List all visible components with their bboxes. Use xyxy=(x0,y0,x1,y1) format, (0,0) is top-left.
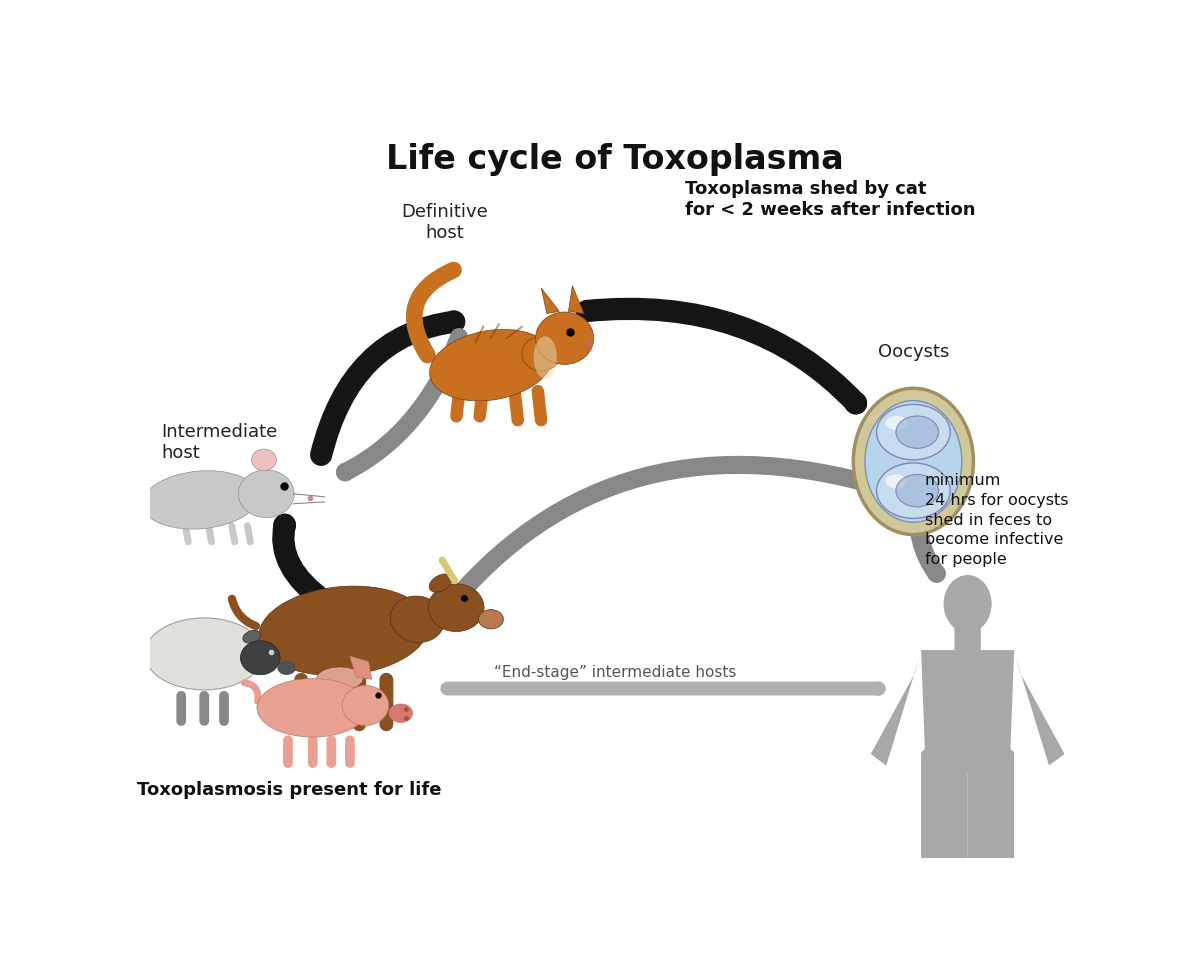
Polygon shape xyxy=(569,286,584,313)
FancyArrowPatch shape xyxy=(185,525,188,542)
Ellipse shape xyxy=(896,474,938,507)
Ellipse shape xyxy=(428,584,484,631)
Ellipse shape xyxy=(522,336,560,371)
Ellipse shape xyxy=(277,660,296,675)
Polygon shape xyxy=(350,656,372,680)
Text: Toxoplasmosis present for life: Toxoplasmosis present for life xyxy=(137,781,442,799)
FancyArrowPatch shape xyxy=(414,270,454,355)
Ellipse shape xyxy=(151,648,179,669)
Ellipse shape xyxy=(430,330,552,401)
FancyArrowPatch shape xyxy=(232,525,235,542)
Ellipse shape xyxy=(865,401,962,522)
Ellipse shape xyxy=(259,586,428,676)
Polygon shape xyxy=(1014,652,1064,765)
Ellipse shape xyxy=(886,474,907,489)
Ellipse shape xyxy=(240,641,280,675)
FancyArrowPatch shape xyxy=(432,465,883,628)
Ellipse shape xyxy=(252,449,276,470)
Ellipse shape xyxy=(534,336,557,379)
Ellipse shape xyxy=(943,575,991,632)
Text: Life cycle of Toxoplasma: Life cycle of Toxoplasma xyxy=(386,143,844,175)
Ellipse shape xyxy=(145,618,264,690)
FancyArrowPatch shape xyxy=(322,321,454,455)
Ellipse shape xyxy=(257,679,368,737)
FancyBboxPatch shape xyxy=(967,750,1014,908)
FancyArrowPatch shape xyxy=(344,337,460,472)
Ellipse shape xyxy=(187,622,221,647)
Ellipse shape xyxy=(479,609,504,629)
Text: Definitive
host: Definitive host xyxy=(401,203,488,242)
Ellipse shape xyxy=(342,685,389,726)
Ellipse shape xyxy=(430,574,452,592)
Text: “End-stage” intermediate hosts: “End-stage” intermediate hosts xyxy=(494,665,736,681)
FancyArrowPatch shape xyxy=(480,388,482,416)
Ellipse shape xyxy=(215,630,246,654)
FancyArrowPatch shape xyxy=(538,391,541,420)
Ellipse shape xyxy=(317,667,364,690)
FancyArrowPatch shape xyxy=(232,599,256,626)
Text: Toxoplasma shed by cat
for < 2 weeks after infection: Toxoplasma shed by cat for < 2 weeks aft… xyxy=(685,180,976,219)
Ellipse shape xyxy=(896,416,938,448)
Polygon shape xyxy=(541,288,559,313)
Ellipse shape xyxy=(886,416,907,430)
Text: minimum
24 hrs for oocysts
shed in feces to
become infective
for people: minimum 24 hrs for oocysts shed in feces… xyxy=(925,473,1068,567)
Ellipse shape xyxy=(876,463,950,519)
Ellipse shape xyxy=(242,630,260,643)
Polygon shape xyxy=(922,650,1014,754)
Ellipse shape xyxy=(239,469,294,518)
FancyArrowPatch shape xyxy=(247,525,251,542)
FancyArrowPatch shape xyxy=(587,308,856,403)
Ellipse shape xyxy=(143,470,258,529)
Ellipse shape xyxy=(162,630,193,654)
FancyBboxPatch shape xyxy=(954,606,980,652)
Ellipse shape xyxy=(923,735,1012,773)
Text: Intermediate
host: Intermediate host xyxy=(162,423,278,462)
Polygon shape xyxy=(871,652,922,765)
Text: Oocysts: Oocysts xyxy=(877,343,949,362)
FancyArrowPatch shape xyxy=(456,388,460,416)
Ellipse shape xyxy=(230,648,258,669)
FancyArrowPatch shape xyxy=(283,524,326,602)
FancyArrowPatch shape xyxy=(245,683,258,701)
FancyArrowPatch shape xyxy=(917,491,937,574)
Ellipse shape xyxy=(853,388,973,535)
FancyArrowPatch shape xyxy=(442,560,455,580)
FancyBboxPatch shape xyxy=(922,750,967,908)
Ellipse shape xyxy=(390,596,444,642)
Ellipse shape xyxy=(389,704,413,722)
FancyArrowPatch shape xyxy=(71,495,139,521)
Ellipse shape xyxy=(535,312,594,364)
FancyArrowPatch shape xyxy=(515,391,518,420)
FancyArrowPatch shape xyxy=(209,525,211,542)
Ellipse shape xyxy=(876,405,950,460)
